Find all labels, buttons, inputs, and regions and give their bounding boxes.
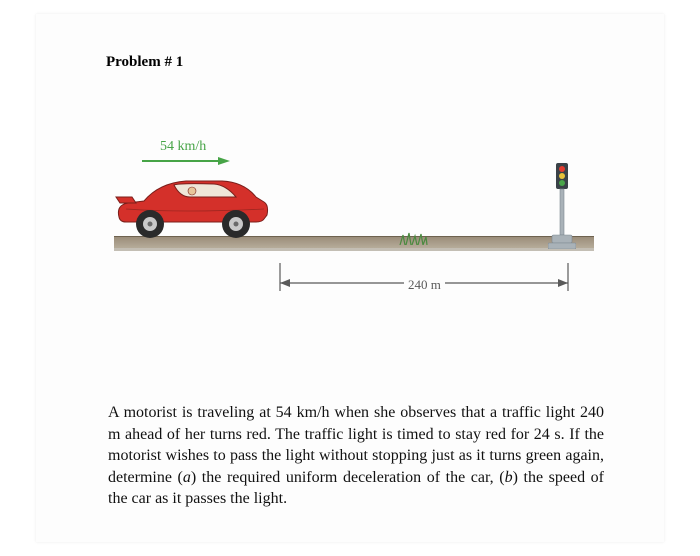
grass-icon (398, 231, 428, 245)
problem-text-2: ) the required uniform deceleration of t… (191, 469, 505, 486)
content-card: Problem # 1 54 km/h (36, 14, 664, 542)
figure: 54 km/h (114, 139, 594, 309)
problem-statement: A motorist is traveling at 54 km/h when … (108, 402, 604, 510)
car-icon (114, 169, 269, 239)
speed-arrow-icon (142, 157, 230, 165)
traffic-light-icon (548, 163, 576, 249)
problem-title: Problem # 1 (106, 54, 183, 71)
label-a: a (183, 469, 191, 486)
page: Problem # 1 54 km/h (0, 0, 700, 556)
distance-label: 240 m (404, 277, 445, 293)
label-b: b (505, 469, 513, 486)
road-shadow (114, 248, 594, 251)
speed-label: 54 km/h (160, 139, 206, 155)
